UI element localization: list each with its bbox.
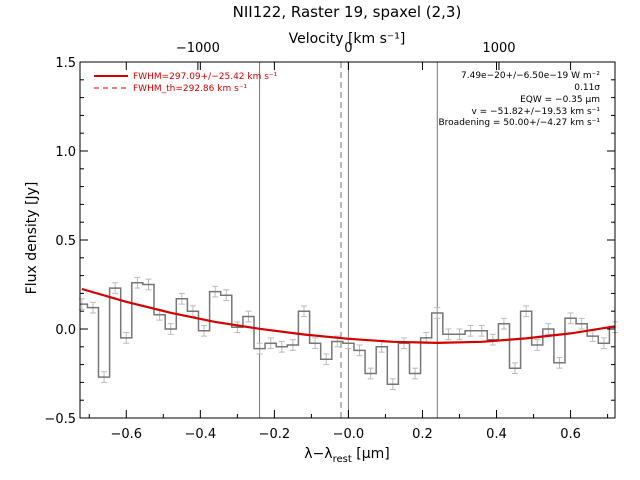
x-tick-label-1: −0.4 [185,427,217,442]
data-point-16 [258,347,261,350]
top-tick-label-0: −1000 [176,41,220,56]
data-point-10 [192,310,194,313]
legend-fwhm-label: FWHM=297.09+/−25.42 km s⁻¹ [133,72,278,82]
data-point-17 [269,342,272,345]
fit-annotations: 7.49e−20+/−6.50e−19 W m⁻² 0.11σ EQW = −0… [439,71,601,128]
annotation-line-flux: 7.49e−20+/−6.50e−19 W m⁻² [461,71,600,81]
data-point-22 [325,358,328,361]
data-point-21 [314,342,316,345]
data-point-31 [425,337,427,339]
data-point-42 [547,328,550,330]
top-tick-label-1: 0 [344,41,352,56]
annotation-significance: 0.11σ [574,83,600,93]
data-point-26 [369,372,372,375]
top-axis-label: Velocity [km s⁻¹] [289,31,406,47]
x-tick-label-5: 0.4 [486,427,507,442]
data-point-36 [480,329,483,332]
data-point-41 [536,344,539,346]
y-tick-label-4: 1.5 [55,56,76,71]
data-point-35 [469,329,472,332]
data-point-11 [203,329,205,332]
data-point-34 [458,333,461,336]
x-axis-label-main: λ−λ [304,446,332,462]
data-point-32 [436,312,439,314]
data-point-19 [292,344,294,346]
x-tick-label-3: −0.0 [333,427,365,442]
y-tick-label-0: −0.5 [44,412,76,427]
fit-curve [81,287,616,345]
data-point-43 [558,362,561,364]
annotation-velocity: v = −51.82+/−19.53 km s⁻¹ [471,107,600,117]
y-axis-label: Flux density [Jy] [24,182,40,295]
data-point-46 [591,335,594,337]
chart-title: NII122, Raster 19, spaxel (2,3) [233,3,462,21]
y-tick-label-1: 0.0 [55,323,76,338]
x-tick-label-6: 0.6 [560,427,581,442]
data-point-44 [569,317,572,320]
data-point-9 [181,297,183,300]
data-point-39 [514,367,516,369]
data-point-2 [103,376,105,378]
data-point-40 [525,310,527,313]
legend-fwhm-th-label: FWHM_th=292.86 km s⁻¹ [133,84,248,94]
data-point-47 [603,342,605,345]
y-tick-label-2: 0.5 [55,234,76,249]
data-point-30 [414,372,416,375]
data-point-8 [169,328,172,330]
data-point-14 [236,326,239,329]
data-point-7 [158,313,161,316]
annotation-eqw: EQW = −0.35 μm [520,95,600,105]
x-axis-ticks: −0.6 −0.4 −0.2 −0.0 0.2 0.4 0.6 [88,62,609,442]
data-point-5 [136,281,139,284]
data-point-1 [92,306,94,309]
top-axis-ticks: −1000 0 1000 [176,41,516,70]
reference-lines [259,62,438,418]
x-tick-label-2: −0.2 [259,427,291,442]
data-point-25 [358,349,361,352]
data-point-0 [81,303,83,305]
x-axis-label: λ−λrest [μm] [304,446,389,465]
x-axis-label-unit: [μm] [352,446,390,462]
data-point-13 [225,294,228,296]
data-point-4 [125,337,128,339]
data-point-28 [392,383,394,385]
x-tick-label-4: 0.2 [412,427,433,442]
data-point-45 [580,322,583,325]
data-point-6 [147,283,150,286]
data-point-38 [503,322,505,325]
data-point-27 [380,346,383,348]
data-step-line [80,281,615,385]
data-point-12 [214,290,216,293]
data-point-3 [114,287,116,289]
data-point-15 [247,315,250,318]
annotation-broadening: Broadening = 50.00+/−4.27 km s⁻¹ [439,118,601,128]
x-tick-label-0: −0.6 [110,427,142,442]
data-layer [78,276,618,391]
y-tick-label-3: 1.0 [55,145,76,160]
data-point-33 [447,333,450,336]
legend: FWHM=297.09+/−25.42 km s⁻¹ FWHM_th=292.8… [94,72,278,94]
y-axis-ticks: −0.5 0.0 0.5 1.0 1.5 [44,56,615,427]
x-axis-label-sub: rest [333,454,352,465]
data-point-20 [303,310,305,313]
data-point-23 [336,340,339,343]
data-point-24 [347,342,350,345]
top-tick-label-2: 1000 [482,41,515,56]
data-point-18 [280,346,283,348]
